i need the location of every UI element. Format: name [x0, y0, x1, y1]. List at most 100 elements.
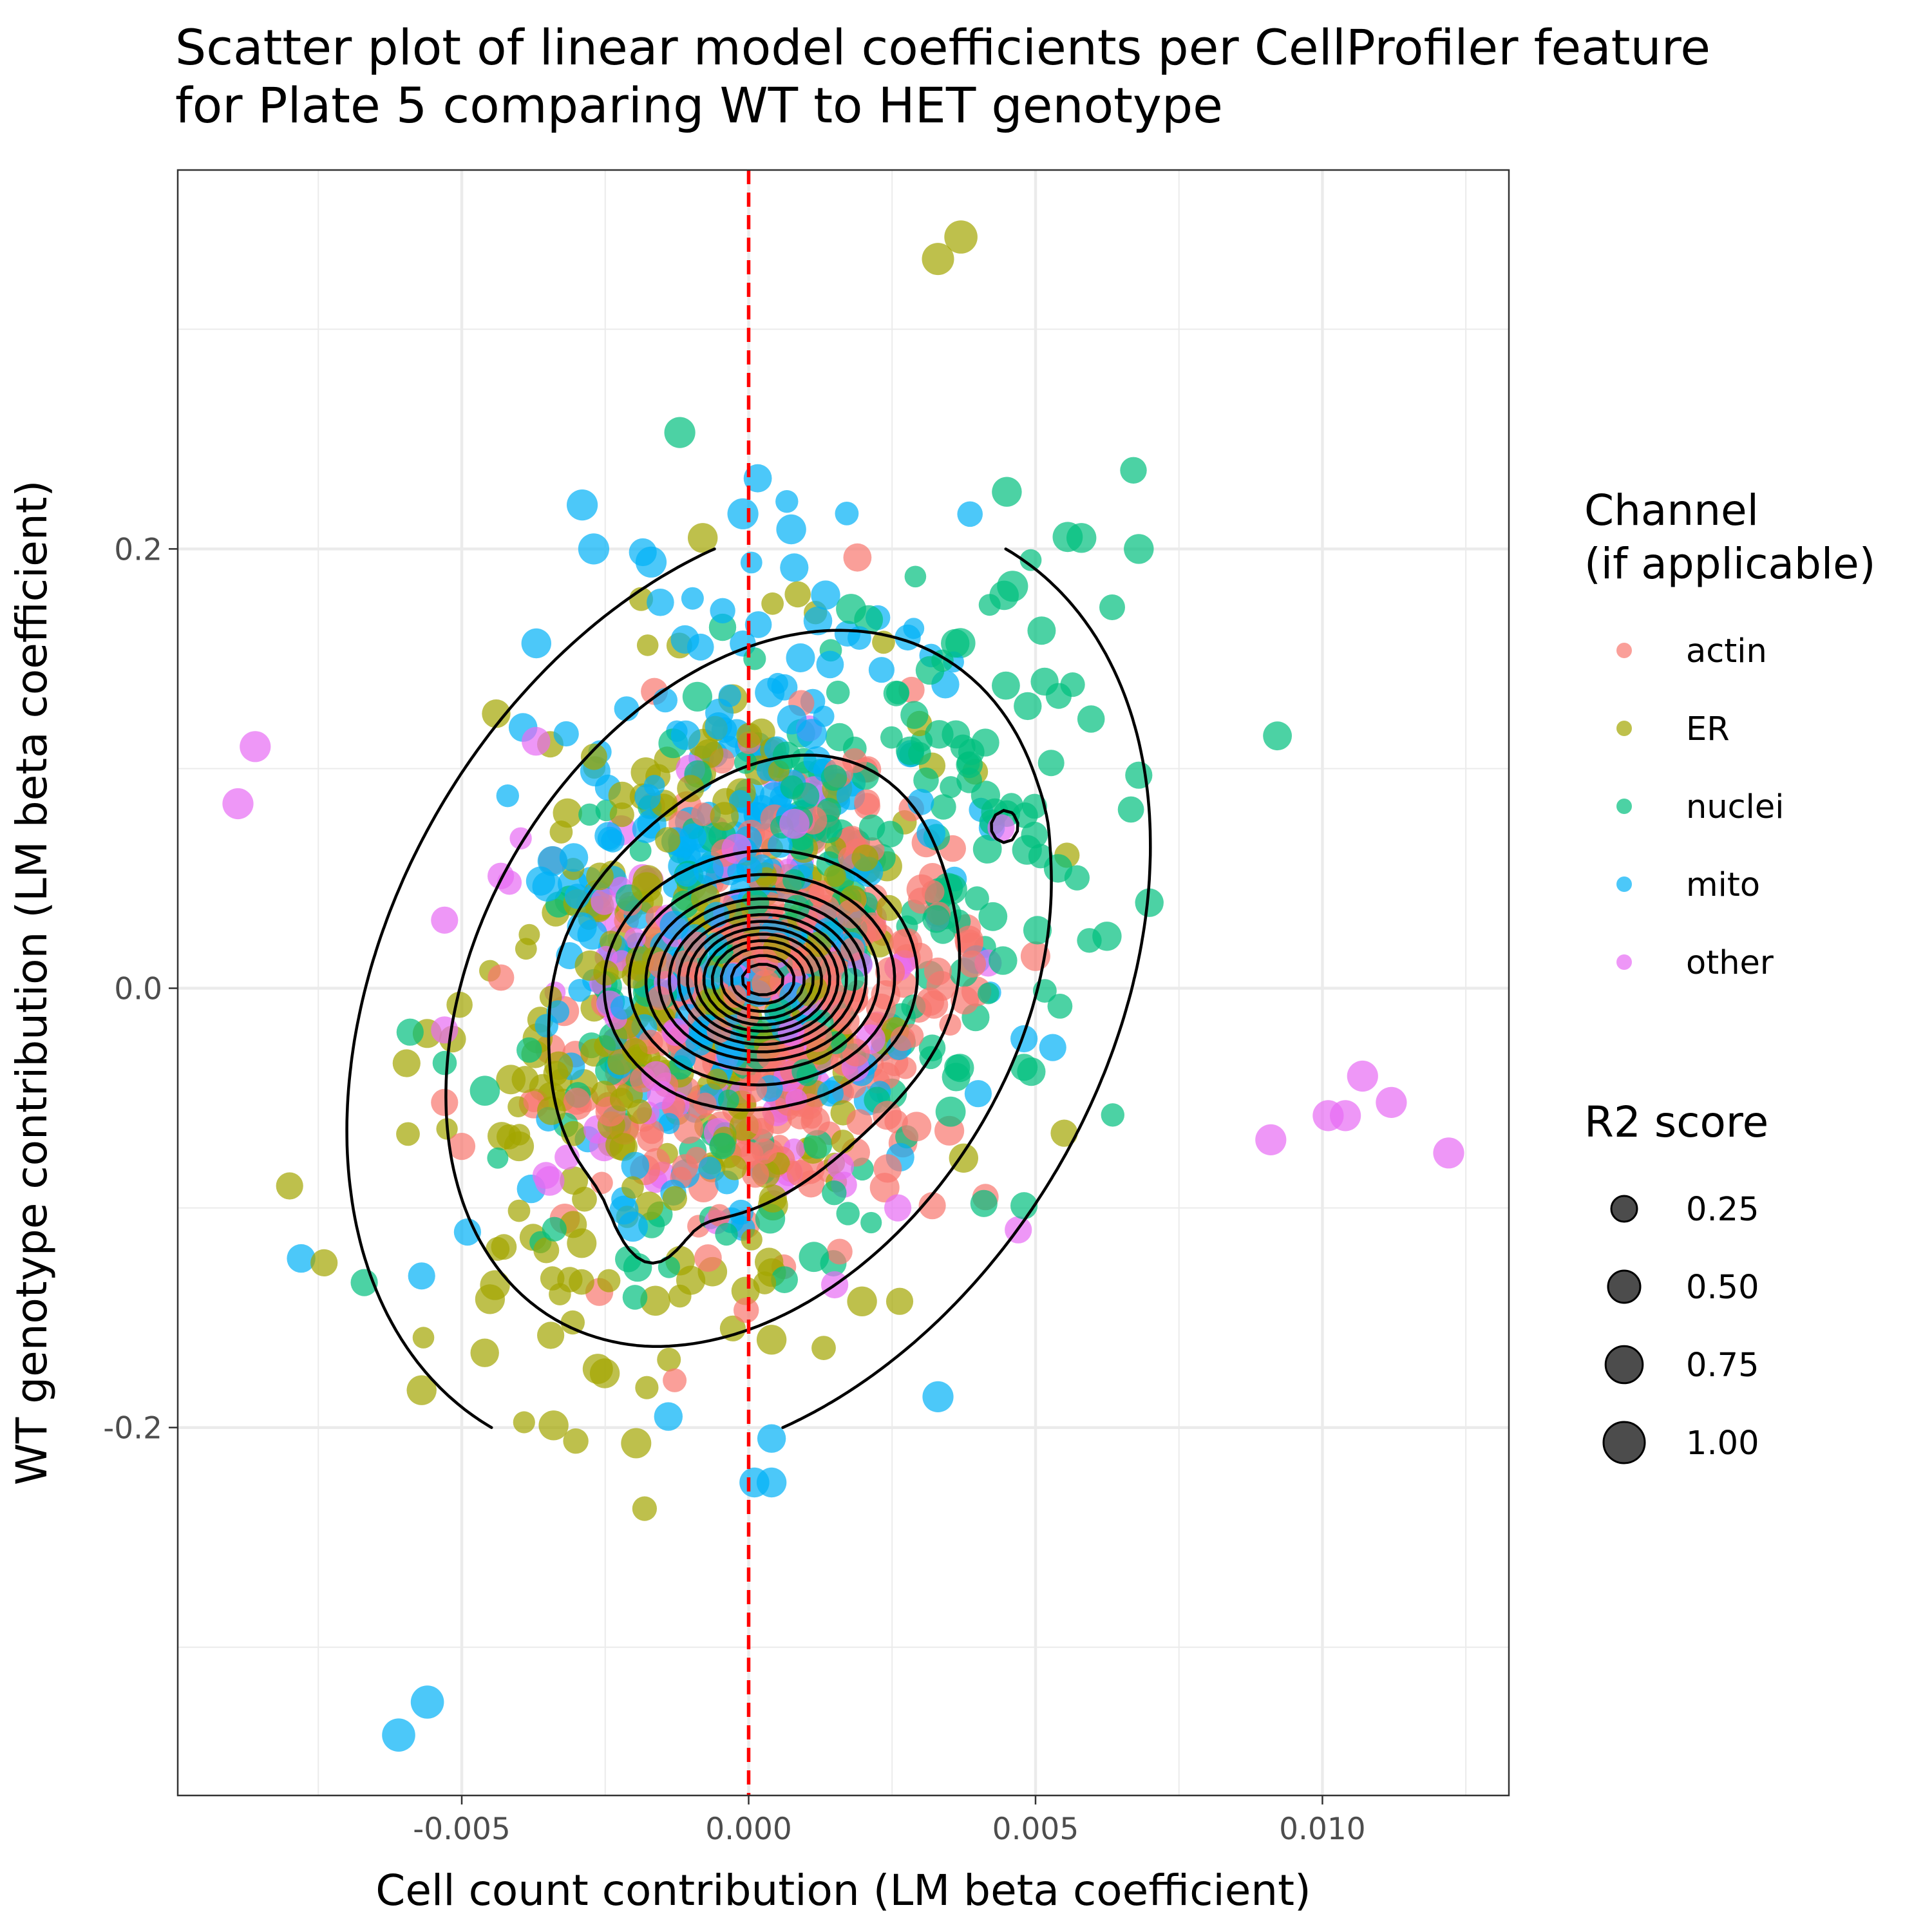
data-point-nuclei	[629, 840, 652, 862]
data-point-nuclei	[992, 477, 1022, 507]
data-point-ER	[1050, 1119, 1078, 1147]
data-point-nuclei	[396, 1018, 424, 1046]
data-point-nuclei	[715, 1222, 738, 1246]
legend-size-key	[1602, 1421, 1646, 1464]
data-point-mito	[964, 1080, 992, 1108]
data-point-mito	[718, 684, 741, 707]
data-point-other	[779, 808, 810, 839]
data-point-actin	[846, 1109, 873, 1135]
data-point-mito	[578, 533, 610, 565]
data-point-actin	[873, 1101, 902, 1130]
data-point-ER	[609, 802, 634, 828]
data-point-nuclei	[709, 1133, 736, 1159]
density-contour-line	[677, 913, 848, 1046]
density-contour-line	[547, 753, 1019, 1265]
data-point-ER	[824, 864, 846, 887]
data-point-mito	[496, 784, 519, 808]
data-point-nuclei	[935, 1096, 966, 1127]
data-point-other	[240, 731, 271, 762]
data-point-ER	[756, 1325, 787, 1355]
data-point-nuclei	[822, 1180, 847, 1206]
legend-label-other: other	[1686, 944, 1774, 982]
data-point-other	[1347, 1060, 1378, 1092]
data-point-actin	[873, 1154, 902, 1183]
data-point-ER	[515, 938, 537, 960]
data-point-ER	[406, 1375, 437, 1405]
density-contour-line	[694, 926, 831, 1033]
legend-label-mito: mito	[1686, 866, 1760, 904]
data-point-actin	[958, 950, 987, 978]
data-point-other	[522, 726, 551, 756]
legend-size-key	[1610, 1195, 1638, 1223]
data-point-actin	[639, 1119, 664, 1144]
data-point-ER	[741, 1229, 762, 1251]
data-point-actin	[663, 1368, 687, 1392]
data-point-mito	[803, 746, 831, 774]
data-point-nuclei	[1047, 994, 1073, 1019]
data-point-ER	[662, 1186, 688, 1211]
data-point-nuclei	[803, 1130, 833, 1159]
data-point-nuclei	[820, 764, 848, 791]
data-point-nuclei	[1010, 1054, 1038, 1081]
data-point-ER	[580, 743, 607, 770]
data-point-actin	[833, 1007, 860, 1035]
data-point-ER	[640, 1285, 670, 1316]
legend-size-key	[1604, 1345, 1644, 1385]
data-point-ER	[761, 592, 784, 615]
data-point-ER	[636, 634, 659, 656]
legend-label-nuclei: nuclei	[1686, 788, 1784, 826]
data-point-mito	[811, 580, 840, 610]
data-point-nuclei	[1027, 616, 1056, 645]
data-point-ER	[886, 1287, 914, 1315]
data-point-ER	[627, 1099, 652, 1124]
data-point-nuclei	[542, 1217, 567, 1242]
data-point-mito	[670, 720, 701, 750]
data-point-other	[222, 788, 254, 820]
data-point-mito	[705, 712, 732, 740]
legend: Channel(if applicable) actin ER nuclei mito o…	[1584, 486, 1876, 1464]
data-point-nuclei	[1124, 534, 1154, 564]
data-point-ER	[631, 872, 662, 903]
density-contour-line	[668, 905, 858, 1054]
data-point-nuclei	[931, 794, 956, 820]
data-point-mito	[907, 788, 934, 815]
data-point-mito	[601, 829, 625, 853]
data-point-actin	[563, 1088, 591, 1115]
data-point-nuclei	[978, 902, 1008, 931]
x-tick-label: -0.005	[413, 1812, 511, 1847]
data-point-ER	[533, 1237, 560, 1264]
data-point-mito	[287, 1244, 316, 1273]
density-contours	[345, 547, 1152, 1429]
data-point-nuclei	[487, 1147, 509, 1169]
density-contour-line	[602, 849, 919, 1112]
data-point-ER	[677, 775, 705, 802]
data-point-ER	[486, 1236, 510, 1261]
data-point-mito	[618, 1211, 649, 1242]
data-point-actin	[448, 1133, 476, 1160]
data-point-mito	[535, 1014, 558, 1037]
data-point-nuclei	[913, 767, 939, 793]
data-point-nuclei	[972, 835, 1002, 864]
data-point-nuclei	[989, 946, 1018, 975]
data-point-ER	[731, 1276, 760, 1305]
data-point-mito	[658, 1113, 680, 1135]
data-point-ER	[597, 1269, 621, 1293]
data-point-actin	[951, 986, 980, 1015]
data-point-mito	[835, 502, 859, 526]
data-point-nuclei	[578, 803, 601, 826]
data-point-mito	[559, 843, 589, 872]
density-contour-line	[627, 873, 896, 1086]
data-point-nuclei	[743, 647, 766, 670]
data-point-actin	[734, 1297, 759, 1323]
data-point-ER	[632, 1496, 658, 1521]
data-point-mito	[382, 1718, 415, 1752]
data-point-ER	[560, 1310, 585, 1335]
data-point-actin	[860, 915, 887, 942]
data-point-nuclei	[432, 1050, 457, 1075]
data-point-ER	[607, 1048, 634, 1075]
data-point-nuclei	[1021, 821, 1048, 849]
data-point-mito	[681, 587, 704, 610]
data-point-actin	[757, 1039, 787, 1070]
data-point-ER	[563, 1428, 589, 1454]
